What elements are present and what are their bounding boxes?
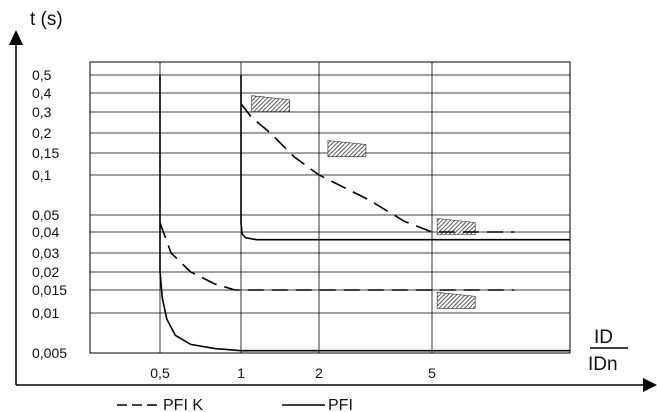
legend: PFI K PFI — [117, 397, 353, 412]
x-tick-label: 5 — [428, 365, 436, 381]
tolerance-marker — [327, 140, 367, 157]
legend-label-pfi-k: PFI K — [163, 397, 203, 412]
x-tick-label: 1 — [237, 365, 245, 381]
series-curves — [159, 75, 570, 352]
y-tick-label: 0,015 — [32, 282, 67, 298]
x-tick-labels: 0,5 1 2 5 — [150, 365, 436, 381]
y-tick-label: 0,2 — [32, 125, 52, 141]
series-pfi-curve — [240, 75, 570, 241]
x-axis-arrow — [643, 378, 657, 392]
y-tick-label: 0,4 — [32, 85, 52, 101]
y-tick-label: 0,1 — [32, 167, 52, 183]
tolerance-marker — [436, 292, 476, 309]
x-tick-label: 2 — [315, 365, 323, 381]
series-pfi-k-curve — [240, 103, 515, 233]
y-tick-label: 0,5 — [32, 67, 52, 83]
y-tick-label: 0,05 — [32, 207, 59, 223]
tolerance-marker — [251, 95, 291, 113]
series-pfi-k-curve — [159, 222, 515, 291]
y-tick-label: 0,02 — [32, 264, 59, 280]
y-tick-label: 0,03 — [32, 245, 59, 261]
x-axis-title-numerator: ID — [594, 327, 613, 348]
legend-label-pfi: PFI — [328, 397, 353, 412]
x-axis-title-denominator: IDn — [588, 354, 618, 375]
y-tick-labels: 0,5 0,4 0,3 0,2 0,15 0,1 0,050,04 0,03 0,02 0,015… — [32, 67, 67, 361]
plot-frame — [89, 61, 571, 354]
y-tick-label: 0,3 — [32, 104, 52, 120]
y-tick-label: 0,005 — [32, 345, 67, 361]
tolerance-markers — [251, 95, 476, 309]
y-tick-label: 0,15 — [32, 145, 59, 161]
y-tick-label: 0,01 — [32, 305, 59, 321]
y-axis-title: t (s) — [30, 9, 63, 30]
tolerance-marker — [436, 218, 476, 235]
grid — [89, 61, 571, 354]
y-axis-arrow — [9, 30, 23, 45]
y-tick-label: 0,04 — [32, 224, 59, 240]
x-tick-label: 0,5 — [150, 365, 170, 381]
series-pfi-curve — [159, 75, 570, 352]
